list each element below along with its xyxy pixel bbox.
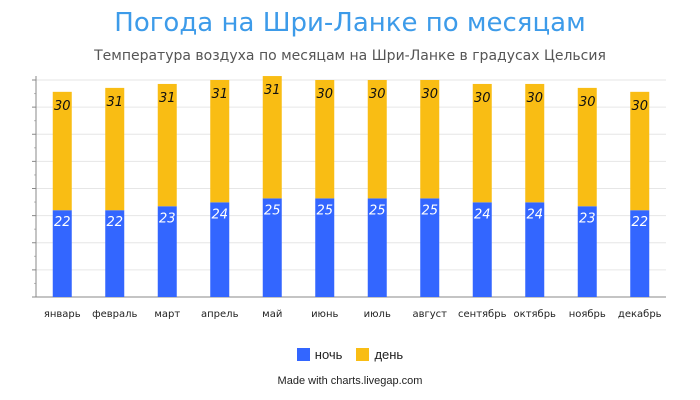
legend-label-night: ночь (314, 347, 343, 362)
data-label-day: 30 (369, 87, 386, 102)
x-tick-label: август (412, 309, 447, 320)
legend-label-day: день (374, 347, 404, 362)
bar-night (315, 198, 335, 297)
x-tick-label: январь (44, 309, 81, 320)
data-label-night: 25 (421, 203, 438, 218)
data-label-day: 31 (106, 95, 123, 110)
bar-day (367, 80, 387, 199)
bar-day (262, 76, 282, 199)
bar-day (210, 80, 230, 203)
bar-day (157, 83, 177, 207)
bar-night (157, 206, 177, 297)
bar-day (630, 91, 650, 211)
chart-subtitle: Температура воздуха по месяцам на Шри-Ла… (94, 48, 606, 64)
data-label-day: 30 (421, 87, 438, 102)
x-tick-label: сентябрь (458, 309, 507, 320)
legend-swatch-night (296, 348, 310, 361)
legend-item-day[interactable]: день (356, 347, 403, 362)
legend-item-night[interactable]: ночь (296, 347, 343, 362)
bar-day (577, 87, 597, 207)
data-label-night: 25 (369, 203, 386, 218)
x-tick-label: май (262, 309, 282, 320)
data-label-day: 30 (316, 87, 333, 102)
data-label-night: 22 (54, 215, 71, 230)
data-label-night: 23 (579, 211, 596, 226)
data-label-day: 31 (159, 91, 176, 106)
data-label-day: 30 (631, 99, 648, 114)
bar-day (472, 83, 492, 203)
bar-day (525, 83, 545, 203)
data-label-day: 30 (579, 95, 596, 110)
bar-night (52, 210, 72, 297)
x-tick-label: декабрь (618, 309, 662, 320)
data-label-night: 22 (106, 215, 123, 230)
data-label-night: 23 (159, 211, 176, 226)
data-label-day: 31 (264, 83, 281, 98)
data-label-night: 24 (526, 207, 543, 222)
x-tick-label: октябрь (514, 309, 557, 320)
bar-night (630, 210, 650, 297)
bar-day (315, 80, 335, 199)
data-label-day: 30 (474, 91, 491, 106)
x-tick-label: март (154, 309, 180, 320)
data-label-night: 24 (211, 207, 228, 222)
x-tick-label: ноябрь (569, 309, 606, 320)
data-label-day: 30 (526, 91, 543, 106)
bar-night (525, 202, 545, 297)
data-label-night: 22 (631, 215, 648, 230)
data-label-night: 24 (474, 207, 491, 222)
bar-day (105, 87, 125, 211)
x-tick-label: июнь (311, 309, 338, 320)
legend: ночь день (0, 347, 700, 362)
bar-day (420, 80, 440, 199)
bar-night (367, 198, 387, 297)
bar-night (420, 198, 440, 297)
data-label-day: 30 (54, 99, 71, 114)
bar-night (210, 202, 230, 297)
bar-night (262, 198, 282, 297)
bar-day (52, 91, 72, 211)
bar-night (577, 206, 597, 297)
data-label-night: 25 (316, 203, 333, 218)
bar-night (472, 202, 492, 297)
chart-title: Погода на Шри-Ланке по месяцам (114, 8, 586, 38)
data-label-night: 25 (264, 203, 281, 218)
legend-swatch-day (356, 348, 370, 361)
x-tick-label: июль (364, 309, 391, 320)
x-tick-label: февраль (92, 309, 137, 320)
data-label-day: 31 (211, 87, 228, 102)
bar-night (105, 210, 125, 297)
x-tick-label: апрель (201, 309, 239, 320)
credit-text: Made with charts.livegap.com (277, 375, 423, 387)
